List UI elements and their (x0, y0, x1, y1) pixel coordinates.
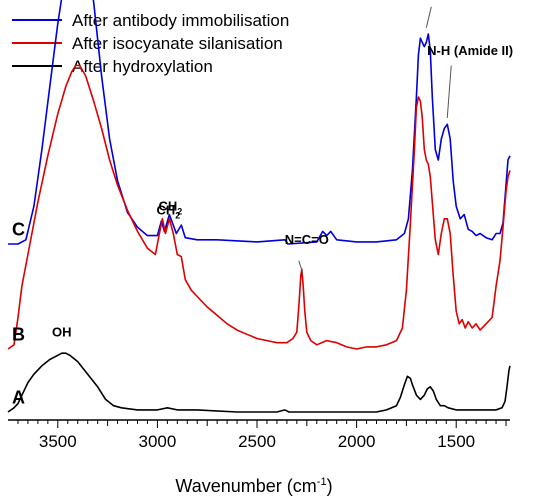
annotation-amide2: N-H (Amide II) (427, 43, 513, 58)
annotation-pointer (425, 6, 432, 28)
legend: After antibody immobilisation After isocy… (12, 11, 289, 76)
x-axis-title: Wavenumber (cm-1) (175, 476, 332, 496)
legend-label: After isocyanate silanisation (72, 34, 283, 53)
annotation-ch2-b: CH2 (158, 198, 182, 216)
curve-label-b: B (12, 325, 25, 345)
annotation-nco: N=C=O (285, 232, 329, 247)
x-tick-label: 3500 (39, 432, 77, 451)
spectrum-line-a (7, 352, 511, 413)
x-axis: 3500 3000 2500 2000 1500 (8, 419, 510, 451)
annotation-oh: OH (52, 324, 72, 339)
x-tick-label: 3000 (138, 432, 176, 451)
x-tick-label: 2500 (238, 432, 276, 451)
curve-labels: C B A (12, 220, 25, 408)
annotation-ch2-c: CH2 (156, 203, 180, 221)
curve-label-a: A (12, 388, 25, 408)
spectrum-line-c (8, 0, 511, 245)
x-tick-label: 2000 (338, 432, 376, 451)
annotation-pointer (446, 65, 452, 119)
spectra-lines (7, 0, 511, 413)
spectrum-line-b (7, 64, 511, 350)
x-tick-label: 1500 (437, 432, 475, 451)
legend-label: After antibody immobilisation (72, 11, 289, 30)
curve-label-c: C (12, 220, 25, 240)
legend-label: After hydroxylation (72, 57, 213, 76)
annotation-pointer (298, 260, 304, 274)
